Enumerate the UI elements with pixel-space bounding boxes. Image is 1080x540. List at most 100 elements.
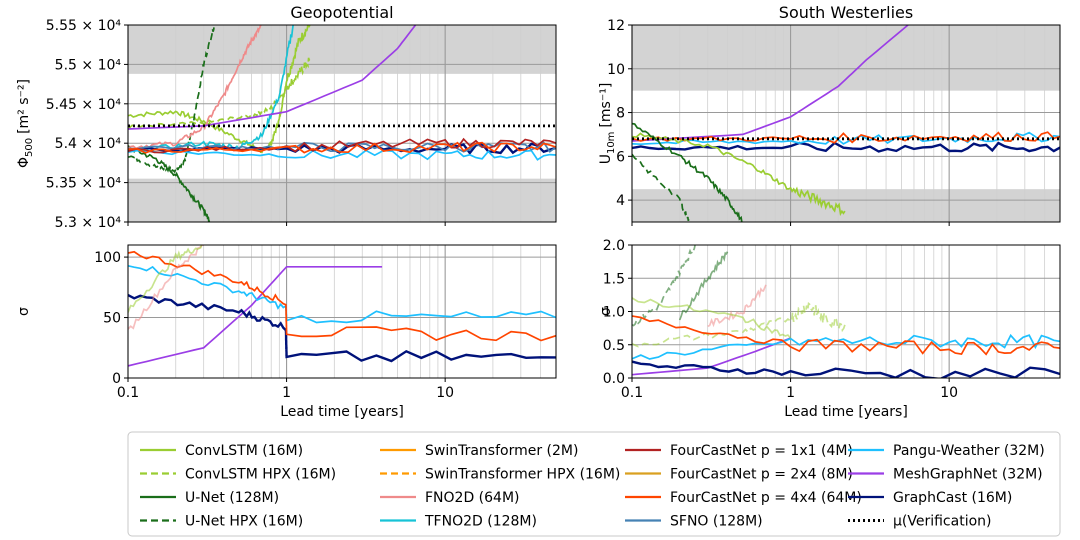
legend-label: FourCastNet p = 1x1 (4M) <box>670 443 853 459</box>
series-group <box>632 245 1060 378</box>
legend-label: TFNO2D (128M) <box>424 514 537 530</box>
y-axis-label-main: σ <box>16 307 32 316</box>
series-line-fourcastnet-p-4x4-64m- <box>128 250 556 342</box>
x-tick-label: 10 <box>940 385 958 401</box>
shaded-band <box>128 178 556 222</box>
shaded-band <box>128 25 556 74</box>
axes-frame <box>127 244 557 379</box>
legend-label: ConvLSTM HPX (16M) <box>185 467 336 483</box>
shaded-band <box>632 25 1060 91</box>
y-tick-label: 5.4 × 10⁴ <box>55 136 122 152</box>
y-axis-label: U10m [ms⁻¹] <box>598 83 617 165</box>
y-tick-label: 8 <box>616 106 625 122</box>
legend-label: MeshGraphNet (32M) <box>893 467 1043 483</box>
series-line-convlstm-16m- <box>632 297 792 339</box>
y-tick-label: 6 <box>616 149 625 165</box>
series-line-convlstm-hpx-16m- <box>128 57 311 130</box>
series-group <box>632 25 1060 222</box>
y-tick-label: 0.0 <box>603 371 625 387</box>
y-axis-label-main: Φ <box>16 157 32 168</box>
y-tick-label: 1.0 <box>603 305 625 321</box>
x-tick-label: 1 <box>786 385 795 401</box>
y-tick-label: 5.45 × 10⁴ <box>46 97 122 113</box>
series-line-pangu-weather-32m- <box>632 333 1060 360</box>
series-line-convlstm-16m- <box>128 245 204 313</box>
series-line-convlstm-hpx-16m- <box>632 301 846 348</box>
legend-label: SwinTransformer (2M) <box>425 443 578 459</box>
legend-label: FNO2D (64M) <box>425 490 520 506</box>
x-axis-label: Lead time [years] <box>280 404 404 420</box>
y-tick-label: 2.0 <box>603 238 625 254</box>
series-line-fno2d-64m- <box>128 25 262 150</box>
series-line-fno2d-64m- <box>707 284 767 328</box>
legend-label: FourCastNet p = 2x4 (8M) <box>670 467 853 483</box>
series-line-meshgraphnet-32m- <box>128 25 417 130</box>
series-line-fourcastnet-p-1x1-4m- <box>128 137 556 154</box>
y-tick-label: 0 <box>112 371 121 387</box>
series-group <box>128 25 556 222</box>
y-axis-label-units: [m² s⁻²] <box>16 79 32 134</box>
legend-label: ConvLSTM (16M) <box>185 443 303 459</box>
x-tick-label: 0.1 <box>117 385 139 401</box>
series-line-fourcastnet-p-4x4-64m- <box>632 315 1060 356</box>
legend-label: FourCastNet p = 4x4 (64M) <box>670 490 862 506</box>
legend-label: U-Net HPX (16M) <box>185 514 303 530</box>
y-tick-label: 50 <box>103 311 121 327</box>
series-line-u-net-128m- <box>632 122 743 222</box>
series-line-u-net-hpx-16m- <box>128 25 216 174</box>
series-line-fourcastnet-p-4x4-64m- <box>632 131 1060 144</box>
series-line-graphcast-16m- <box>632 360 1060 378</box>
y-tick-label: 10 <box>607 62 625 78</box>
y-tick-label: 1.5 <box>603 271 625 287</box>
series-line-u-net-128m- <box>128 145 211 222</box>
x-tick-label: 10 <box>436 385 454 401</box>
axes-frame <box>631 24 1061 223</box>
y-axis-label: σ <box>598 307 614 316</box>
chart-title: Geopotential <box>290 3 393 22</box>
y-axis-label-main: σ <box>598 307 614 316</box>
legend-box <box>127 431 1061 537</box>
series-line-meshgraphnet-32m- <box>128 265 383 367</box>
y-tick-label: 12 <box>607 18 625 34</box>
legend-label: SwinTransformer HPX (16M) <box>425 467 620 483</box>
legend-label: U-Net (128M) <box>185 490 279 506</box>
series-line-tfno2d-128m- <box>128 25 294 153</box>
shaded-band <box>632 189 1060 222</box>
series-line-graphcast-16m- <box>632 141 1060 153</box>
series-group <box>128 245 556 367</box>
x-axis-label: Lead time [years] <box>784 404 908 420</box>
legend: ConvLSTM (16M) ConvLSTM HPX (16M) U-Net (1… <box>127 431 1061 537</box>
series-line-convlstm-16m- <box>632 132 846 217</box>
series-line-fourcastnet-p-4x4-64m- <box>128 141 556 154</box>
series-line-u-net-hpx-16m- <box>632 245 696 327</box>
y-axis-label: σ <box>16 307 32 316</box>
y-axis-label: Φ500 [m² s⁻²] <box>16 79 35 168</box>
y-tick-label: 5.35 × 10⁴ <box>46 176 122 192</box>
y-tick-label: 5.5 × 10⁴ <box>55 57 122 73</box>
series-line-u-net-hpx-16m- <box>632 153 691 222</box>
y-axis-label-sub: 500 <box>24 138 35 157</box>
y-tick-label: 0.5 <box>603 338 625 354</box>
y-tick-label: 5.3 × 10⁴ <box>55 215 122 231</box>
panel-geo_std: 0 50 100 0.1 1 10 Lead time [years] σ <box>16 244 557 420</box>
series-line-meshgraphnet-32m- <box>632 25 909 142</box>
x-tick-label: 1 <box>282 385 291 401</box>
legend-label: SFNO (128M) <box>670 514 763 530</box>
series-line-fno2d-64m- <box>128 245 204 330</box>
y-tick-label: 4 <box>616 193 625 209</box>
legend-label: GraphCast (16M) <box>893 490 1012 506</box>
chart-title: South Westerlies <box>779 3 913 22</box>
panel-wind_mean: 4 6 8 10 12 South Westerlies U10m [ms⁻¹] <box>598 3 1061 226</box>
y-axis-label-units: [ms⁻¹] <box>598 83 614 128</box>
y-axis-label-main: U <box>598 154 614 164</box>
panel-wind_std: 0.0 0.5 1.0 1.5 2.0 0.1 1 10 Lead time [years] σ <box>598 238 1061 420</box>
x-tick-label: 0.1 <box>621 385 643 401</box>
y-tick-label: 5.55 × 10⁴ <box>46 18 122 34</box>
axes-frame <box>127 24 557 223</box>
y-axis-label-sub: 10m <box>606 132 617 154</box>
legend-label: µ(Verification) <box>893 514 992 530</box>
panel-geo_mean: 5.3 × 10⁴ 5.35 × 10⁴ 5.4 × 10⁴ 5.45 × 10⁴ 5.… <box>16 3 557 231</box>
grid <box>631 24 1061 222</box>
grid <box>127 245 557 379</box>
